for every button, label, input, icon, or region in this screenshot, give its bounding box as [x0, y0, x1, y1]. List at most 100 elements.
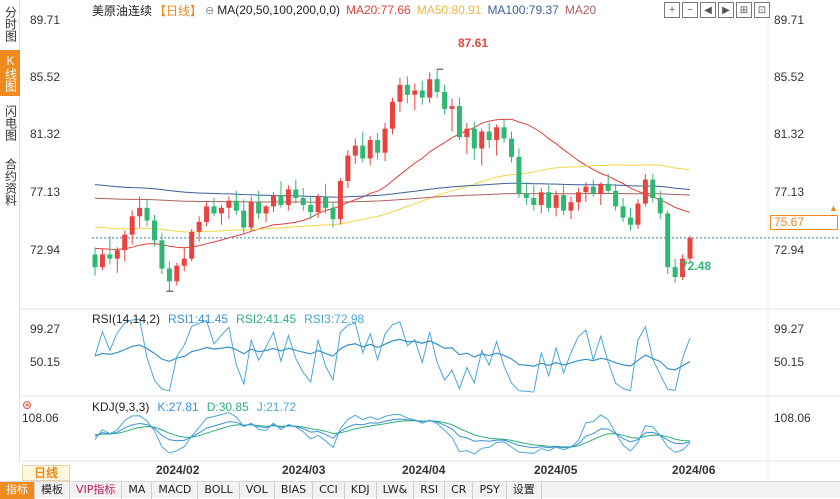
expand-icon[interactable]: ⊡ [754, 2, 770, 18]
price-marker-icon: ▲ [829, 203, 838, 213]
ma100-line [94, 182, 691, 198]
candle-body [375, 139, 381, 153]
candle-body [449, 106, 455, 109]
kdj-k-line [94, 418, 691, 449]
kdj-j-value: J:21.72 [256, 400, 297, 414]
tab-bias[interactable]: BIAS [275, 482, 314, 499]
price-axis-right-label: 72.94 [774, 243, 805, 257]
candle-body [628, 217, 633, 225]
candle-body [561, 195, 567, 211]
price-axis-left-label: 81.32 [30, 127, 61, 141]
candle-body [144, 207, 150, 221]
rsi-axis-right-label: 50.15 [774, 355, 805, 369]
tab-boll[interactable]: BOLL [198, 482, 240, 499]
candle-body [397, 84, 403, 102]
candle-body [538, 192, 544, 205]
tab-rsi[interactable]: RSI [414, 482, 446, 499]
candle-body [501, 127, 507, 139]
period-tab-daily[interactable]: 日线 [22, 465, 70, 481]
tab-intraday[interactable]: 分时图 [3, 6, 18, 42]
candle-body [226, 200, 232, 208]
instrument-title: 美原油连续 [92, 3, 153, 18]
tab-indicator[interactable]: 指标 [0, 482, 35, 499]
target-icon[interactable]: ⊛ [22, 398, 33, 412]
candle-body [233, 200, 239, 211]
candle-body [657, 197, 663, 214]
candle-body [635, 203, 641, 225]
candle-body [337, 180, 343, 220]
candle-body [256, 202, 262, 214]
candle-body [665, 213, 671, 268]
candle-body [293, 189, 299, 198]
kdj-k-value: K:27.81 [157, 400, 199, 414]
tab-ma[interactable]: MA [122, 482, 153, 499]
time-axis-label: 2024/05 [534, 463, 578, 477]
tab-flash[interactable]: 闪电图 [3, 105, 18, 141]
rsi-axis-left-label: 50.15 [30, 355, 61, 369]
settings-icon[interactable]: ⊖ [205, 4, 215, 17]
tab-contract-info[interactable]: 合约资料 [3, 158, 18, 206]
indicator-bar: 指标 模板 VIP指标 MA MACD BOLL VOL BIAS CCI KD… [0, 481, 840, 499]
candle-body [92, 254, 98, 268]
candle-body [137, 207, 143, 217]
candle-body [107, 254, 113, 259]
tab-vip-indicator[interactable]: VIP指标 [70, 482, 123, 499]
time-axis-label: 2024/02 [156, 463, 200, 477]
candle-body [568, 202, 574, 211]
candle-body [680, 258, 686, 278]
candle-body [218, 207, 224, 214]
candle-body [211, 206, 217, 214]
rsi-label: RSI(14,14,2) [92, 312, 161, 326]
ma50-value: MA50:80.91 [416, 3, 482, 17]
candle-body [330, 207, 336, 220]
rsi3-line [94, 318, 691, 393]
tab-macd[interactable]: MACD [152, 482, 199, 499]
tab-template[interactable]: 模板 [35, 482, 70, 499]
tab-vol[interactable]: VOL [240, 482, 275, 499]
kdj-d-line [94, 420, 691, 448]
candle-body [323, 196, 329, 208]
candle-body [278, 195, 284, 205]
candle-body [248, 202, 254, 228]
ma-params: MA(20,50,100,200,0,0) [217, 3, 340, 17]
candle-body [605, 183, 611, 191]
candle-body [166, 268, 172, 282]
rsi2-value: RSI2:41.45 [236, 312, 297, 326]
candle-body [598, 183, 604, 194]
candle-body [404, 84, 410, 95]
tab-kdj[interactable]: KDJ [345, 482, 377, 499]
kdj-header: KDJ(9,3,3) K:27.81 D:30.85 J:21.72 [92, 400, 304, 414]
tab-settings[interactable]: 设置 [507, 482, 542, 499]
ma100-value: MA100:79.37 [487, 3, 559, 17]
price-axis-left-label: 85.52 [30, 70, 61, 84]
left-icon[interactable]: ◀ [700, 2, 716, 18]
plus-icon[interactable]: + [664, 2, 680, 18]
tab-psy[interactable]: PSY [473, 482, 507, 499]
candle-body [152, 220, 157, 241]
fullscreen-icon[interactable]: ⊞ [736, 2, 752, 18]
time-axis-label: 2024/06 [672, 463, 716, 477]
candle-body [390, 101, 395, 129]
candle-body [672, 267, 678, 278]
candle-body [419, 90, 425, 98]
candle-body [583, 186, 589, 193]
rsi-axis-left-label: 99.27 [30, 322, 61, 336]
tab-lwr[interactable]: LW& [377, 482, 415, 499]
candle-body [315, 196, 321, 213]
period-label[interactable]: 【日线】 [154, 3, 203, 18]
candle-body [129, 216, 135, 235]
right-icon[interactable]: ▶ [718, 2, 734, 18]
price-axis-right-label: 89.71 [774, 13, 805, 27]
candle-body [345, 155, 351, 181]
candle-body [300, 197, 306, 205]
tab-cci[interactable]: CCI [313, 482, 345, 499]
minus-icon[interactable]: − [682, 2, 698, 18]
time-axis-label: 2024/04 [402, 463, 446, 477]
kdj-j-line [94, 412, 691, 455]
candle-body [494, 127, 500, 140]
tab-cr[interactable]: CR [445, 482, 474, 499]
candle-body [352, 145, 358, 156]
candle-body [479, 131, 485, 149]
tab-kline[interactable]: K线图 [0, 50, 20, 96]
